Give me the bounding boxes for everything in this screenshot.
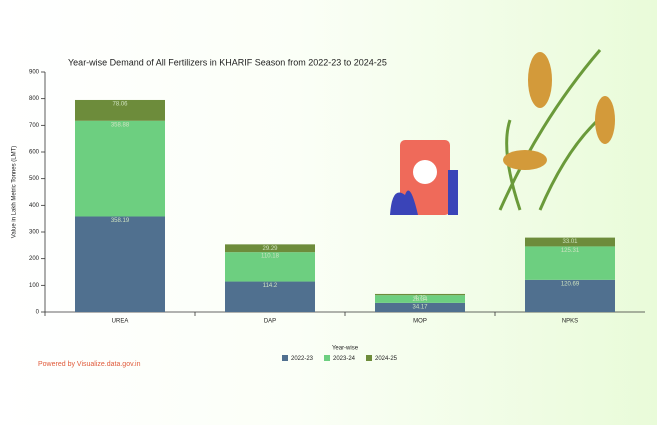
grain	[595, 96, 615, 144]
x-tick-label: DAP	[264, 319, 276, 325]
y-tick-label: 600	[29, 150, 40, 156]
plant-stem	[498, 49, 611, 211]
bar-segment	[75, 216, 165, 312]
value-label: 4.72	[414, 296, 426, 302]
value-label: 358.88	[111, 122, 130, 128]
bar-segment	[225, 252, 315, 282]
y-tick-label: 300	[29, 230, 40, 236]
x-tick-label: UREA	[112, 319, 129, 325]
chart-title: Year-wise Demand of All Fertilizers in K…	[68, 57, 387, 67]
farmer	[448, 170, 458, 215]
credit: Powered by Visualize.data.gov.in	[38, 361, 141, 368]
legend-title: Year-wise	[332, 346, 359, 352]
value-label: 78.06	[112, 102, 128, 108]
bar-segment	[225, 244, 315, 253]
bar-segment	[225, 281, 315, 312]
value-label: 120.69	[561, 281, 580, 287]
legend-label: 2023-24	[333, 356, 356, 362]
value-label: 29.29	[262, 246, 278, 252]
legend-swatch	[324, 355, 330, 361]
value-label: 34.17	[412, 304, 428, 310]
value-label: 125.31	[561, 248, 580, 254]
grain	[528, 52, 552, 108]
value-label: 358.19	[111, 218, 130, 224]
y-tick-label: 400	[29, 203, 40, 209]
y-tick-label: 900	[29, 70, 40, 76]
legend-swatch	[282, 355, 288, 361]
bar-segment	[75, 120, 165, 217]
bar-segment	[375, 293, 465, 296]
x-tick-label: NPKS	[562, 319, 578, 325]
bar-segment	[75, 99, 165, 121]
leaves	[390, 190, 418, 215]
y-tick-label: 100	[29, 283, 40, 289]
decoration	[390, 49, 615, 215]
value-label: 33.01	[562, 239, 578, 245]
y-tick-label: 0	[36, 310, 40, 316]
bar-segment	[375, 302, 465, 312]
y-axis-label: Value in Lakh Metric Tonnes (LMT)	[12, 146, 18, 238]
legend-swatch	[366, 355, 372, 361]
grain	[503, 150, 547, 170]
y-tick-label: 200	[29, 256, 40, 262]
y-tick-label: 700	[29, 123, 40, 129]
y-tick-label: 800	[29, 96, 40, 102]
value-label: 110.18	[261, 254, 280, 260]
legend-label: 2024-25	[375, 356, 398, 362]
bar-segment	[375, 295, 465, 303]
bar-segment	[525, 246, 615, 280]
x-tick-label: MOP	[413, 319, 427, 325]
value-label: 28.84	[412, 297, 428, 303]
y-tick-label: 500	[29, 176, 40, 182]
value-label: 114.2	[263, 283, 278, 289]
bag-logo	[413, 160, 437, 184]
bar-segment	[525, 279, 615, 312]
legend-label: 2022-23	[291, 356, 314, 362]
bar-segment	[525, 237, 615, 247]
